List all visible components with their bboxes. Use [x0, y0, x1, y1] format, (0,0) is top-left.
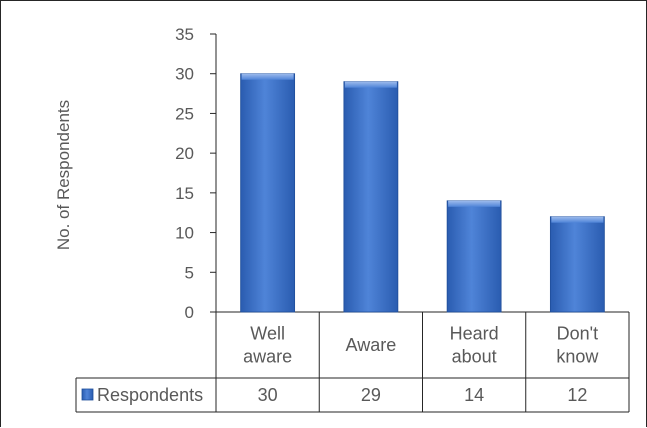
bar-group — [240, 73, 296, 313]
data-table-value: 12 — [567, 385, 587, 405]
bar-cap — [241, 73, 294, 80]
y-axis-title: No. of Respondents — [54, 100, 73, 250]
x-category-label-line: about — [452, 347, 497, 367]
x-category-label: Heard about — [450, 324, 499, 367]
y-tick-label: 35 — [175, 25, 194, 44]
bar-group — [446, 200, 502, 313]
x-category-label-line: Don't — [557, 324, 598, 344]
legend-key — [81, 388, 94, 401]
x-category-label-line: Well — [250, 324, 285, 344]
bar-group — [549, 216, 605, 313]
x-category-label: Well aware — [243, 324, 292, 367]
y-tick-label: 0 — [185, 303, 194, 322]
x-category-label: Aware — [346, 335, 397, 355]
legend-label: Respondents — [97, 385, 203, 405]
x-category-label-line: Aware — [346, 335, 397, 355]
y-tick-label: 25 — [175, 104, 194, 123]
y-tick-label: 10 — [175, 224, 194, 243]
y-tick-label: 5 — [185, 263, 194, 282]
bars — [240, 73, 605, 313]
x-category-label-line: aware — [243, 347, 292, 367]
data-table-value: 14 — [464, 385, 484, 405]
x-category-label-line: Heard — [450, 324, 499, 344]
data-table-value: 30 — [258, 385, 278, 405]
y-tick-label: 20 — [175, 144, 194, 163]
data-table: Well aware Aware Heard about Don't know Respond… — [75, 312, 630, 413]
bar — [343, 81, 399, 313]
y-axis-title-group: No. of Respondents — [54, 100, 73, 250]
x-category-label-line: know — [556, 347, 599, 367]
bar-group — [343, 81, 399, 313]
bar — [446, 200, 502, 313]
x-category-label: Don't know — [556, 324, 599, 367]
bar-cap — [551, 216, 604, 223]
bar-cap — [448, 200, 501, 207]
y-tick-label: 15 — [175, 184, 194, 203]
bar-cap — [344, 81, 397, 88]
data-table-value: 29 — [361, 385, 381, 405]
bar — [549, 216, 605, 313]
y-tick-label: 30 — [175, 65, 194, 84]
bar — [240, 73, 296, 313]
y-ticks: 0 5 10 15 20 25 30 35 — [175, 25, 216, 322]
